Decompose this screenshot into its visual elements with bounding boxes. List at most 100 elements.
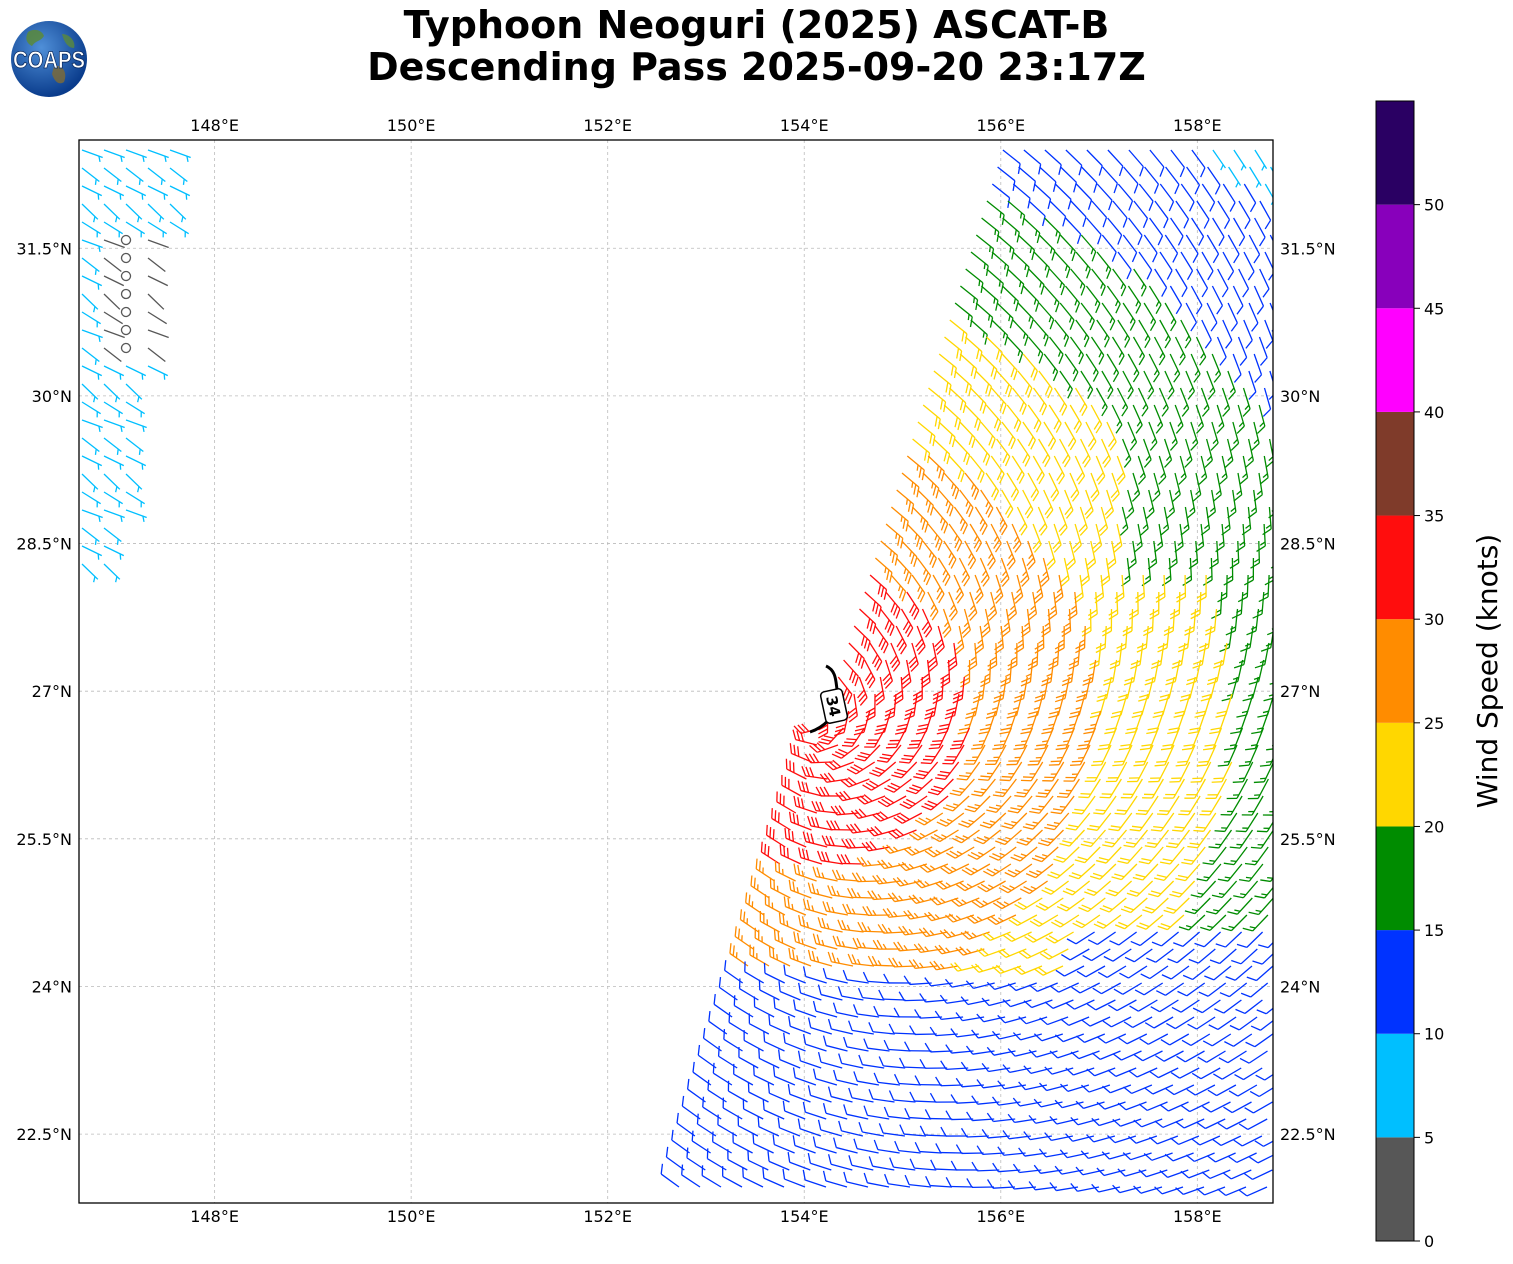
wind-barb [1061, 608, 1072, 637]
wind-barb [1153, 336, 1166, 366]
wind-barb [1127, 761, 1149, 783]
wind-barb [1154, 200, 1169, 229]
wind-barb [924, 693, 939, 720]
wind-barb [1111, 336, 1125, 366]
wind-barb [1143, 234, 1158, 263]
wind-barb [906, 455, 925, 481]
wind-barb [1253, 353, 1263, 383]
wind-barb [1085, 285, 1101, 314]
wind-barb [1017, 370, 1033, 398]
wind-barb [1001, 353, 1018, 381]
wind-barb [1159, 319, 1172, 349]
wind-barb [981, 608, 991, 638]
wind-barb [1080, 438, 1091, 468]
wind-barb [1037, 506, 1048, 536]
wind-barb [896, 489, 915, 515]
wind-barb [965, 268, 984, 294]
wind-barb [891, 761, 918, 779]
wind-barb [906, 523, 924, 550]
wind-barb [958, 557, 971, 587]
wind-barb [1211, 761, 1233, 783]
wind-barb [1232, 353, 1242, 383]
wind-barb [843, 659, 859, 687]
wind-barb [1049, 200, 1067, 227]
colorbar-tick-label: 25 [1424, 714, 1444, 733]
wind-barb [943, 472, 960, 500]
wind-barb [1095, 455, 1106, 485]
wind-barb [1042, 761, 1065, 782]
wind-barb [1065, 149, 1083, 176]
wind-barb [1006, 540, 1016, 570]
wind-barb [1137, 387, 1149, 417]
wind-barb [1043, 353, 1059, 382]
wind-barb [1191, 217, 1205, 246]
wind-barb [1154, 523, 1164, 553]
wind-barb [1254, 217, 1266, 247]
wind-barb [1044, 149, 1062, 175]
wind-barb [1143, 370, 1155, 400]
wind-barb [1075, 251, 1091, 279]
wind-barb [1059, 438, 1071, 468]
wind-barb [1138, 251, 1153, 280]
wind-barb [1101, 370, 1114, 400]
wind-barb [1186, 166, 1201, 195]
wind-barb [975, 438, 991, 466]
wind-barb [1059, 234, 1076, 262]
wind-barb [869, 761, 897, 777]
wind-barb [928, 387, 947, 413]
wind-barb [953, 506, 968, 535]
wind-barb [970, 387, 987, 414]
wind-barb [1148, 421, 1158, 451]
wind-barb [1127, 540, 1137, 570]
wind-barb [1206, 489, 1217, 519]
wind-barb [974, 574, 984, 604]
wind-barb [824, 759, 854, 771]
wind-barb [1084, 489, 1094, 519]
wind-barb [996, 370, 1013, 398]
wind-barb [1132, 404, 1143, 434]
colorbar-tick-label: 35 [1424, 507, 1444, 526]
wind-barb [1048, 404, 1062, 433]
wind-barb [846, 761, 876, 775]
wind-barb [1266, 744, 1273, 751]
wind-barb [1039, 166, 1057, 192]
wind-barb [1196, 200, 1210, 229]
wind-barb [1033, 183, 1052, 210]
wind-barb [1233, 217, 1246, 247]
wind-barb [917, 489, 934, 516]
wind-barb [1022, 285, 1040, 312]
wind-barb [980, 285, 999, 311]
wind-barb [1064, 489, 1074, 519]
wind-barb [1195, 336, 1207, 366]
wind-barb [1070, 200, 1087, 227]
wind-barb [1218, 455, 1228, 485]
wind-barb [1238, 200, 1251, 230]
wind-barb [964, 404, 982, 431]
wind-barb [927, 523, 943, 551]
wind-barb [1032, 387, 1048, 416]
wind-barb [921, 608, 933, 638]
wind-barb [917, 421, 936, 447]
wind-barb [1007, 642, 1018, 671]
wind-barb [1069, 336, 1084, 365]
wind-barb [1102, 608, 1113, 637]
wind-barb [1090, 404, 1103, 434]
colorbar-tick-label: 5 [1424, 1128, 1434, 1147]
wind-barb [859, 608, 877, 635]
wind-barb [1027, 404, 1042, 433]
wind-barb [1017, 438, 1031, 467]
wind-barb [1064, 421, 1077, 451]
wind-barb [1069, 472, 1080, 502]
wind-barb [994, 574, 1004, 604]
wind-barb [1112, 200, 1128, 228]
wind-barb [965, 336, 983, 362]
wind-barb [953, 574, 965, 604]
wind-barb [1054, 251, 1071, 279]
wind-barb [1213, 642, 1228, 669]
wind-barb [911, 506, 929, 533]
wind-barb [1212, 149, 1226, 171]
wind-barb [1253, 285, 1265, 315]
wind-barb [1038, 302, 1055, 330]
wind-barb [1175, 268, 1188, 298]
wind-barb [927, 642, 938, 672]
